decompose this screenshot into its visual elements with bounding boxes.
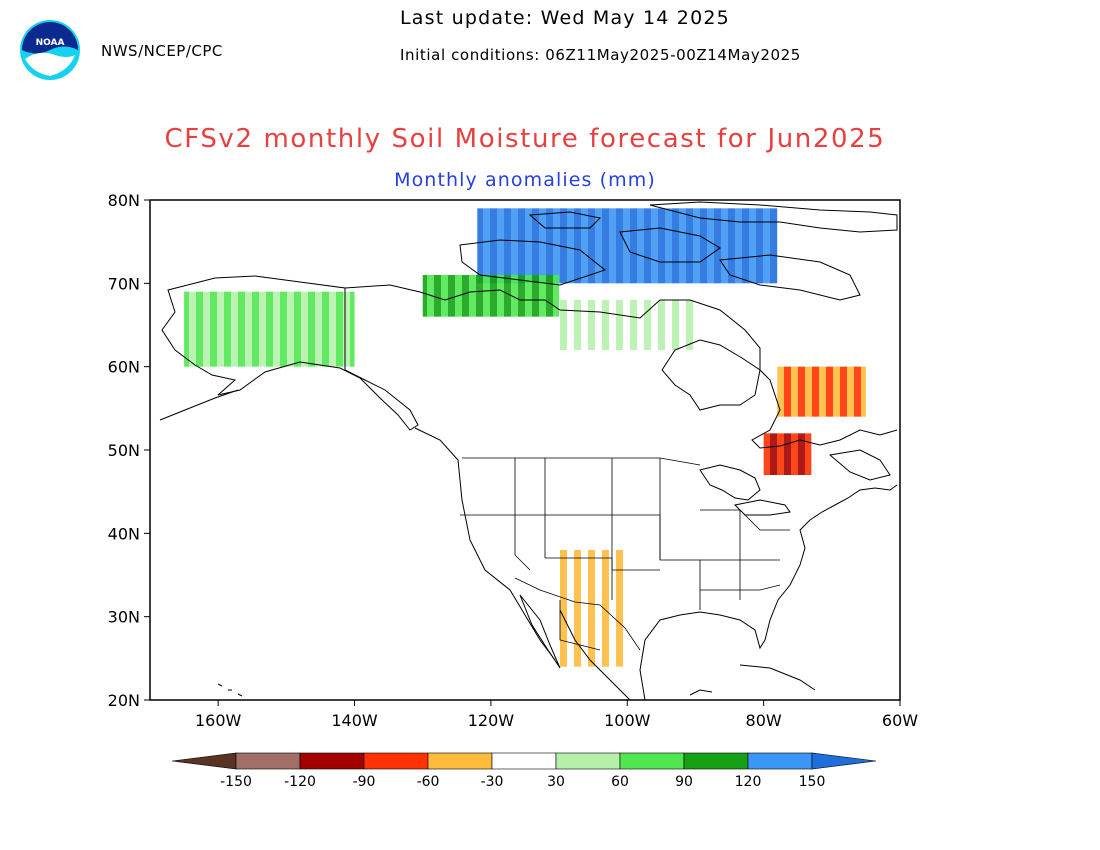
political-borders <box>460 457 790 651</box>
coastlines <box>159 201 898 700</box>
colorbar-bin <box>555 752 621 770</box>
lon-tick-label: 60W <box>882 711 918 730</box>
colorbar-bin <box>811 752 877 770</box>
lon-tick-label: 140W <box>331 711 378 730</box>
colorbar-label: 120 <box>735 774 762 790</box>
anomaly-region <box>559 550 628 667</box>
colorbar-label: -30 <box>481 774 504 790</box>
colorbar-bin <box>171 752 237 770</box>
anomaly-region <box>184 291 355 367</box>
anomaly-region <box>422 275 560 317</box>
colorbar-bin <box>619 752 685 770</box>
last-update-text: Last update: Wed May 14 2025 <box>400 7 730 29</box>
colorbar-bin <box>491 752 557 770</box>
colorbar-label: 90 <box>675 774 693 790</box>
colorbar-label: 60 <box>611 774 629 790</box>
initial-conditions-text: Initial conditions: 06Z11May2025-00Z14Ma… <box>400 46 801 64</box>
colorbar-bin <box>683 752 749 770</box>
colorbar-bin <box>427 752 493 770</box>
anomaly-region <box>763 433 812 475</box>
lon-tick-label: 100W <box>604 711 651 730</box>
axis-layer: 160W 140W 120W 100W 80W 60W 20N 30N 40N 50N 60N 70N… <box>108 191 919 730</box>
lat-tick-label: 30N <box>108 608 140 627</box>
map-layer <box>159 201 898 700</box>
lat-tick-label: 80N <box>108 191 140 210</box>
lon-tick-label: 160W <box>195 711 242 730</box>
colorbar-label: -90 <box>353 774 376 790</box>
colorbar-bin <box>235 752 301 770</box>
colorbar-label: -120 <box>284 774 316 790</box>
lat-tick-label: 60N <box>108 358 140 377</box>
lat-tick-label: 40N <box>108 524 140 543</box>
lon-tick-label: 120W <box>468 711 515 730</box>
map-title: CFSv2 monthly Soil Moisture forecast for… <box>164 124 886 154</box>
colorbar-label: 30 <box>547 774 565 790</box>
colorbar-bin <box>299 752 365 770</box>
lat-tick-label: 70N <box>108 274 140 293</box>
lat-tick-label: 20N <box>108 691 140 710</box>
colorbar-bin <box>747 752 813 770</box>
map-subtitle: Monthly anomalies (mm) <box>394 169 656 191</box>
colorbar-label: -60 <box>417 774 440 790</box>
agency-label: NWS/NCEP/CPC <box>101 42 223 60</box>
lat-tick-label: 50N <box>108 441 140 460</box>
anomaly-region <box>777 366 866 417</box>
noaa-logo: NOAA <box>20 20 80 80</box>
svg-text:NOAA: NOAA <box>36 38 65 48</box>
lon-tick-label: 80W <box>746 711 782 730</box>
colorbar-label: 150 <box>799 774 826 790</box>
colorbar-label: -150 <box>220 774 252 790</box>
colorbar-bin <box>363 752 429 770</box>
colorbar: -150 -120 -90 -60 -30 30 60 90 120 150 <box>171 752 877 790</box>
anomaly-region <box>559 300 696 350</box>
